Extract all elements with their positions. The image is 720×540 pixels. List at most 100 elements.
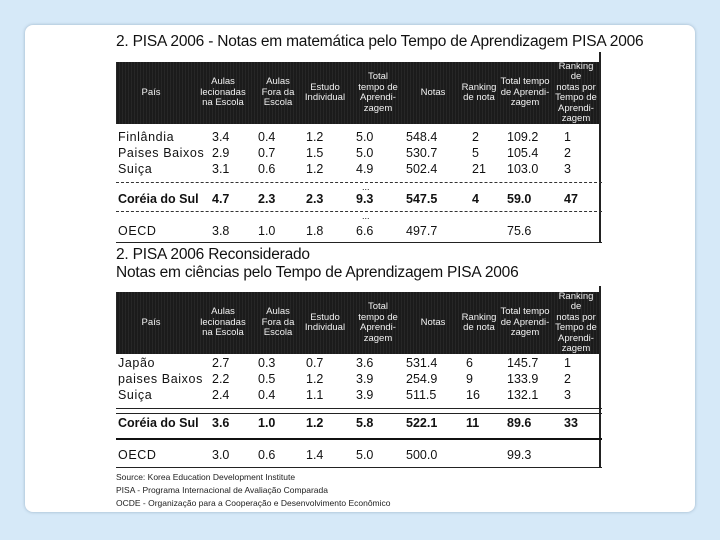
table-rule (116, 242, 602, 243)
cell-country: Coréia do Sul (118, 192, 199, 206)
cell-total-time: 3.9 (356, 372, 374, 386)
cell-lessons-outside: 2.3 (258, 192, 276, 206)
cell-total-time-2: 109.2 (507, 130, 539, 144)
cell-country: Suiça (118, 388, 153, 402)
cell-score-rank: 4 (472, 192, 479, 206)
cell-total-time: 3.9 (356, 388, 374, 402)
cell-country: Finlândia (118, 130, 175, 144)
cell-lessons-school: 3.1 (212, 162, 230, 176)
cell-total-time: 5.0 (356, 130, 374, 144)
header-total-time-2: Total tempo de Aprendi- zagem (500, 76, 550, 109)
cell-lessons-outside: 0.7 (258, 146, 276, 160)
cell-score-rank: 21 (472, 162, 486, 176)
cell-rank-by-time: 1 (564, 130, 571, 144)
cell-lessons-school: 3.6 (212, 416, 230, 430)
cell-lessons-school: 2.4 (212, 388, 230, 402)
header-score: Notas (420, 316, 446, 328)
korea-row: Coréia do Sul 4.7 2.3 2.3 9.3 547.5 4 59.0 47 (116, 192, 602, 208)
cell-lessons-outside: 0.6 (258, 448, 276, 462)
cell-country: OECD (118, 448, 157, 462)
cell-total-time-2: 89.6 (507, 416, 532, 430)
cell-score-rank: 11 (466, 416, 480, 430)
cell-score-rank: 9 (466, 372, 473, 386)
header-individual-study: Estudo Individual (304, 81, 346, 103)
source-line-1: Source: Korea Education Development Inst… (116, 472, 296, 482)
table2-title-2: Notas em ciências pelo Tempo de Aprendiz… (116, 264, 519, 281)
cell-score: 548.4 (406, 130, 438, 144)
header-lessons-school: Aulas lecionadas na Escola (200, 306, 246, 339)
header-total-time: Total tempo de Aprendi- zagem (358, 301, 398, 344)
cell-lessons-school: 2.9 (212, 146, 230, 160)
cell-lessons-outside: 0.3 (258, 356, 276, 370)
cell-score: 254.9 (406, 372, 438, 386)
cell-lessons-outside: 0.6 (258, 162, 276, 176)
cell-total-time-2: 145.7 (507, 356, 539, 370)
header-score-rank: Ranking de nota (461, 311, 497, 333)
cell-score-rank: 16 (466, 388, 480, 402)
cell-score-rank: 6 (466, 356, 473, 370)
header-lessons-outside: Aulas Fora da Escola (261, 306, 295, 339)
cell-lessons-school: 4.7 (212, 192, 230, 206)
cell-score: 547.5 (406, 192, 438, 206)
table2-title-1: 2. PISA 2006 Reconsiderado (116, 246, 310, 263)
table1-header: País Aulas lecionadas na Escola Aulas Fora… (116, 60, 600, 124)
cell-rank-by-time: 3 (564, 162, 571, 176)
cell-rank-by-time: 33 (564, 416, 578, 430)
cell-score: 502.4 (406, 162, 438, 176)
cell-total-time-2: 75.6 (507, 224, 532, 238)
cell-score: 497.7 (406, 224, 438, 238)
table-row: Suiça 3.1 0.6 1.2 4.9 502.4 21 103.0 3 (116, 162, 602, 178)
cell-total-time-2: 99.3 (507, 448, 532, 462)
cell-country: OECD (118, 224, 157, 238)
cell-individual-study: 1.2 (306, 416, 324, 430)
table2-right-border (599, 286, 601, 468)
header-country: País (141, 316, 161, 328)
cell-lessons-school: 3.8 (212, 224, 230, 238)
cell-lessons-school: 2.7 (212, 356, 230, 370)
header-country: País (141, 86, 161, 98)
cell-total-time-2: 105.4 (507, 146, 539, 160)
korea-row: Coréia do Sul 3.6 1.0 1.2 5.8 522.1 11 89.6 33 (116, 416, 602, 432)
table-rule (116, 413, 602, 414)
header-rank-by-time: Ranking de notas por Tempo de Aprendi- z… (555, 60, 597, 124)
source-line-3: OCDE - Organização para a Cooperação e D… (116, 498, 391, 508)
header-total-time-2: Total tempo de Aprendi- zagem (500, 306, 550, 339)
cell-total-time-2: 132.1 (507, 388, 539, 402)
cell-lessons-outside: 1.0 (258, 416, 276, 430)
table-row: Paises Baixos 2.9 0.7 1.5 5.0 530.7 5 105.4 2 (116, 146, 602, 162)
cell-country: Japão (118, 356, 156, 370)
table1-right-border (599, 52, 601, 242)
table1-title: 2. PISA 2006 - Notas em matemática pelo … (116, 33, 644, 50)
cell-country: paises Baixos (118, 372, 203, 386)
cell-total-time-2: 133.9 (507, 372, 539, 386)
header-score-rank: Ranking de nota (461, 81, 497, 103)
cell-score: 531.4 (406, 356, 438, 370)
cell-lessons-school: 3.4 (212, 130, 230, 144)
header-lessons-school: Aulas lecionadas na Escola (200, 76, 246, 109)
cell-rank-by-time: 1 (564, 356, 571, 370)
header-individual-study: Estudo Individual (304, 311, 346, 333)
cell-rank-by-time: 47 (564, 192, 578, 206)
ellipsis-mark: ... (362, 211, 370, 221)
ellipsis-mark: ... (362, 182, 370, 192)
table-rule (116, 211, 602, 212)
table-rule (116, 438, 602, 440)
cell-score: 500.0 (406, 448, 438, 462)
cell-individual-study: 1.4 (306, 448, 324, 462)
cell-total-time: 5.0 (356, 448, 374, 462)
cell-rank-by-time: 2 (564, 146, 571, 160)
cell-total-time: 6.6 (356, 224, 374, 238)
table-row: paises Baixos 2.2 0.5 1.2 3.9 254.9 9 133.9 2 (116, 372, 602, 388)
cell-total-time: 3.6 (356, 356, 374, 370)
header-score: Notas (420, 86, 446, 98)
cell-total-time-2: 103.0 (507, 162, 539, 176)
cell-total-time: 4.9 (356, 162, 374, 176)
oecd-row: OECD 3.8 1.0 1.8 6.6 497.7 75.6 (116, 224, 602, 240)
cell-country: Paises Baixos (118, 146, 205, 160)
table-rule (116, 467, 602, 468)
table-rule (116, 408, 602, 409)
table-row: Japão 2.7 0.3 0.7 3.6 531.4 6 145.7 1 (116, 356, 602, 372)
cell-score: 522.1 (406, 416, 438, 430)
oecd-row: OECD 3.0 0.6 1.4 5.0 500.0 99.3 (116, 448, 602, 464)
cell-total-time: 5.8 (356, 416, 374, 430)
